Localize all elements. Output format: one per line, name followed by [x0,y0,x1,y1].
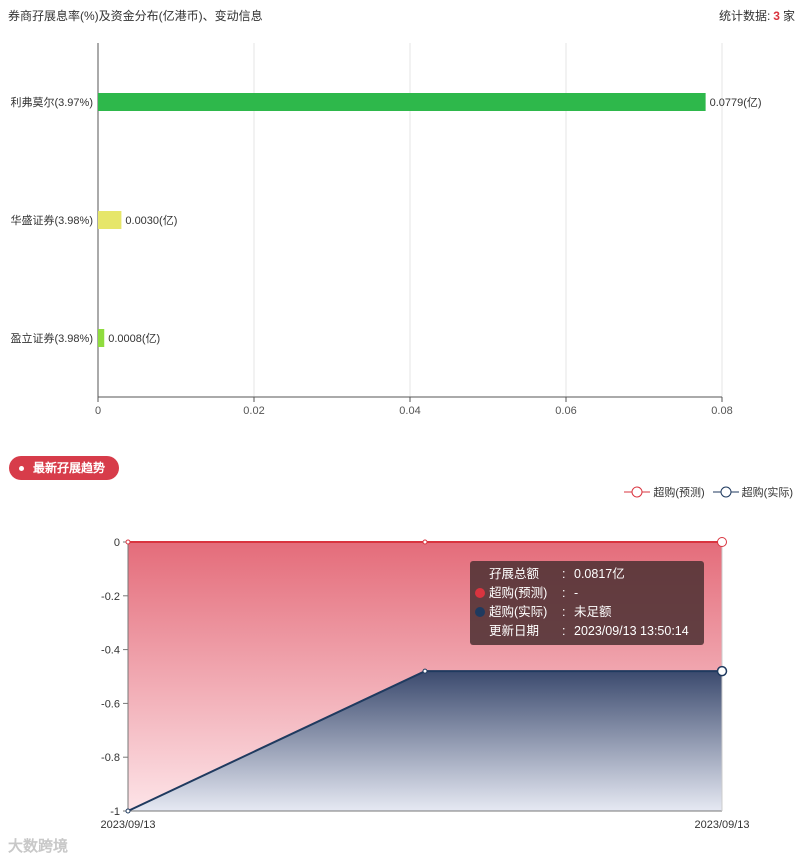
x-tick-label: 0 [95,405,101,417]
series-dot-icon [475,588,485,598]
y-tick-label: -0.2 [101,591,120,603]
actual-point [716,665,728,677]
tooltip-key: 更新日期 [489,624,540,638]
chart-tooltip: 孖展总额:0.0817亿 超购(预测): - 超购(实际): 未足额 更新日期:2023/… [470,561,704,645]
tooltip-row: 孖展总额:0.0817亿 [470,565,704,584]
tooltip-colon: : [562,567,566,581]
bar-value-label: 0.0008(亿) [108,332,160,345]
bar [98,211,122,229]
y-tick-label: -0.6 [101,698,120,710]
y-tick-label: -1 [110,806,120,818]
legend-item-forecast[interactable]: 超购(预测) [624,484,705,500]
tooltip-spacer [470,565,489,584]
y-tick-label: -0.8 [101,752,120,764]
actual-point [422,668,428,674]
y-category-label: 利弗莫尔(3.97%) [10,95,93,109]
legend-item-actual[interactable]: 超购(实际) [712,484,793,500]
forecast-point [422,539,428,545]
trend-section-pill[interactable]: 最新孖展趋势 [9,456,120,480]
tooltip-row: 更新日期:2023/09/13 13:50:14 [470,622,704,641]
tooltip-spacer [470,622,489,641]
legend-label-actual: 超购(实际) [741,487,793,499]
area-legend: 超购(预测) 超购(实际) [624,484,793,500]
legend-forecast-icon [624,486,651,498]
x-tick-label: 2023/09/13 [694,819,749,831]
tooltip-row: 超购(预测): - [470,584,704,603]
y-category-label: 华盛证券(3.98%) [10,213,93,227]
x-tick-label: 0.04 [399,405,420,417]
tooltip-value: 2023/09/13 13:50:14 [574,624,689,638]
pill-dot-icon [19,466,24,471]
actual-point [125,808,131,814]
x-tick-label: 0.06 [555,405,576,417]
broker-margin-bar-chart: 0 0.02 0.04 0.06 0.08 利弗莫尔(3.97%) 0.0779(亿) 华盛证… [10,43,762,417]
series-dot-icon [475,607,485,617]
pill-label: 最新孖展趋势 [33,461,106,475]
actual-area [128,671,722,811]
bar [98,329,105,347]
chart-title: 券商孖展息率(%)及资金分布(亿港币)、变动信息 [8,9,263,23]
y-category-label: 盈立证券(3.98%) [10,331,93,345]
tooltip-colon: : [562,605,566,619]
tooltip-value: 未足额 [574,605,612,619]
tooltip-key: 超购(预测) [489,586,548,600]
legend-actual-icon [712,486,739,498]
x-tick-label: 0.08 [711,405,732,417]
forecast-point [717,537,727,547]
tooltip-value: 0.0817亿 [574,567,625,581]
tooltip-value: - [574,586,579,600]
tooltip-key: 超购(实际) [489,605,548,619]
tooltip-colon: : [562,624,566,638]
stats-count: 3 [773,9,780,23]
stats-label: 统计数据: [718,9,771,23]
x-tick-label: 0.02 [243,405,264,417]
tooltip-colon: : [562,586,566,600]
x-tick-label: 2023/09/13 [100,819,155,831]
bar-value-label: 0.0779(亿) [710,96,762,109]
y-tick-label: 0 [114,537,120,549]
tooltip-key: 孖展总额 [489,567,540,581]
stats-summary: 统计数据: 3 家 [719,7,795,24]
watermark: 大数跨境 [8,838,69,855]
tooltip-row: 超购(实际): 未足额 [470,603,704,622]
bar-value-label: 0.0030(亿) [125,214,177,227]
forecast-point [125,539,131,545]
legend-label-forecast: 超购(预测) [653,487,705,499]
y-tick-label: -0.4 [101,645,120,657]
stats-unit: 家 [782,9,795,23]
bar [98,93,706,111]
